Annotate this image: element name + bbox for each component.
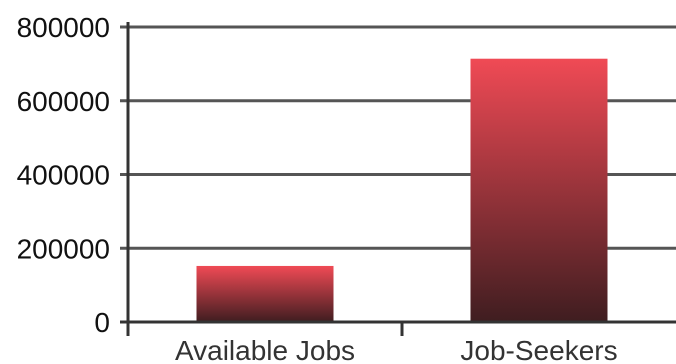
y-tick-label: 400000 [17,160,110,191]
tick-labels: 0 200000 400000 600000 800000 Available Jobs J… [17,12,618,364]
x-category-label: Available Jobs [175,335,355,364]
y-tick-label: 200000 [17,233,110,264]
y-tick-label: 0 [94,307,110,338]
y-tick-label: 600000 [17,86,110,117]
bar-0 [196,265,334,322]
x-category-label: Job-Seekers [460,335,617,364]
bar-1 [470,58,608,323]
bars [196,58,608,323]
y-tick-label: 800000 [17,12,110,43]
axes [120,22,676,336]
